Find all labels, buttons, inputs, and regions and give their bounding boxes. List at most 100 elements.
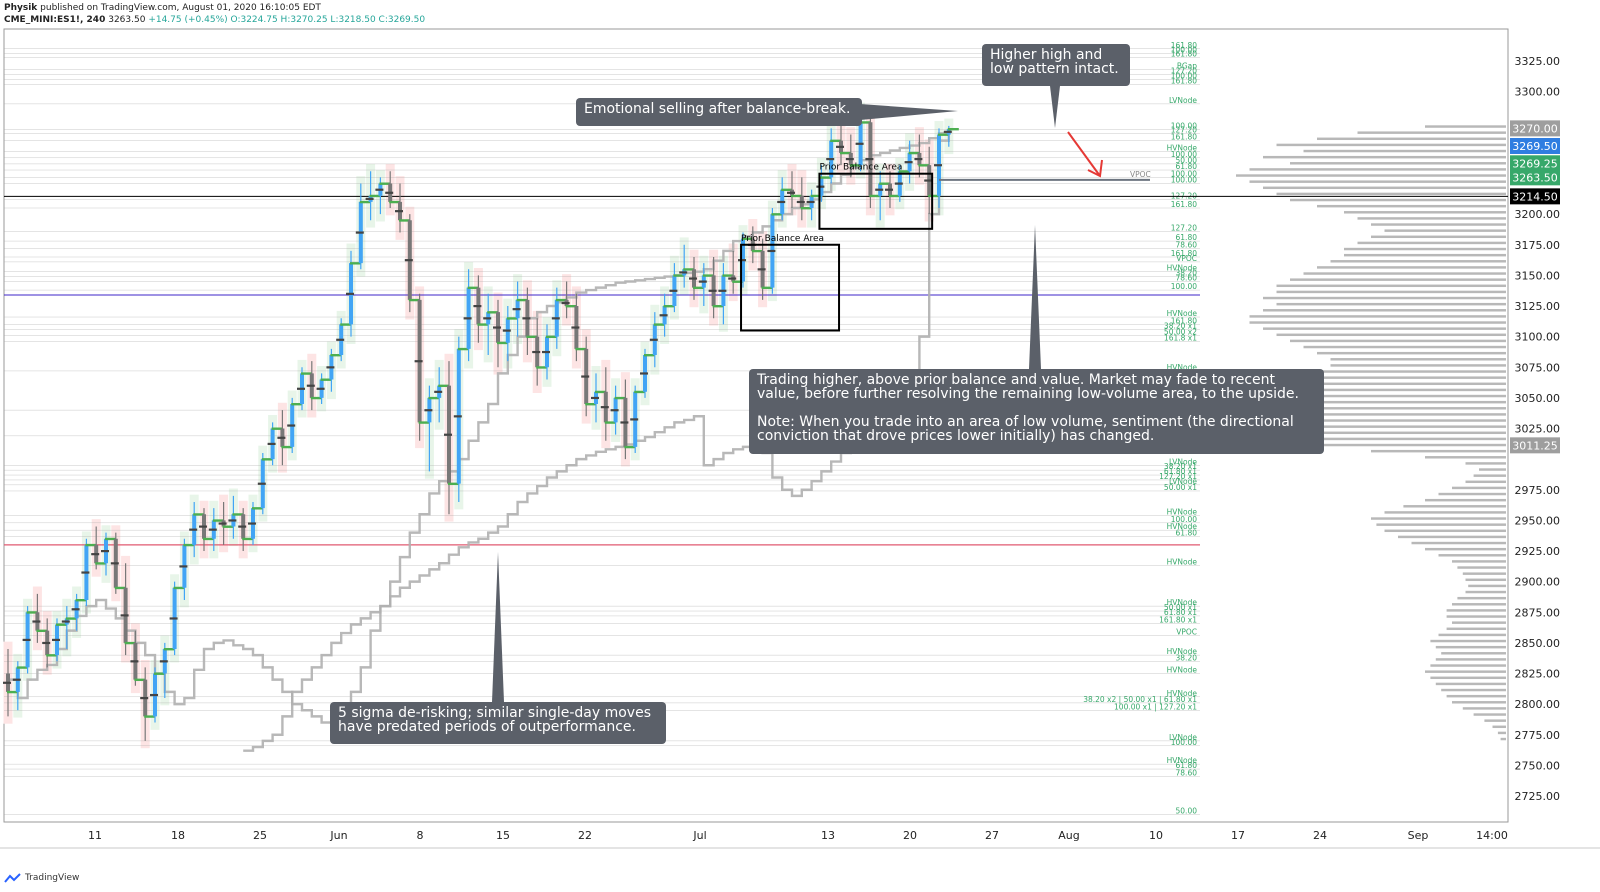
vwap-tick-68 [669,289,678,292]
publisher-name[interactable]: Physik [4,3,38,13]
volume-profile-bar-10 [1263,186,1506,190]
volume-profile-bar-41 [1303,376,1506,379]
level-label-23: VPOC [1176,254,1197,263]
level-label-58: LVNode [1169,733,1197,742]
vwap-tick-34 [336,338,345,341]
vwap-tick-49 [483,317,492,320]
vwap-tick-37 [365,197,374,201]
volume-profile-bar-19 [1357,241,1506,245]
volume-profile-bar-84 [1430,639,1506,643]
close-tick-63 [624,445,636,449]
volume-profile-bar-56 [1479,468,1506,471]
x-tick-label-1: 18 [171,829,185,842]
symbol-name[interactable]: CME_MINI:ES1!, 240 [4,15,106,25]
volume-profile-bar-24 [1303,272,1506,275]
level-label-28: HVNode [1167,309,1198,318]
volume-profile-bar-46 [1263,407,1506,410]
volume-profile-bar-17 [1384,229,1506,232]
close-tick-61 [604,421,616,424]
volume-profile-bar-66 [1384,529,1506,533]
vwap-tick-54 [532,350,541,354]
close-tick-89 [879,182,891,185]
close-tick-33 [330,354,342,357]
vwap-tick-81 [796,200,805,204]
volume-profile-bar-59 [1452,486,1506,490]
price-label-0: 3270.00 [1512,122,1558,135]
volume-profile-bar-0 [1425,125,1506,128]
close-tick-95 [938,133,949,136]
close-tick-55 [546,335,557,339]
close-tick-52 [516,298,528,302]
close-tick-26 [261,458,273,461]
close-tick-94 [928,194,940,198]
close-tick-25 [252,507,263,510]
callout-five-sigma: 5 sigma de-risking; similar single-day m… [330,702,666,744]
y-tick-label-5: 3200.00 [1515,208,1561,221]
close-tick-35 [350,262,361,265]
y-tick-label-7: 3150.00 [1515,269,1561,282]
price-label-bg-2 [1510,155,1560,172]
vwap-tick-80 [787,191,795,194]
volume-profile-bar-79 [1446,609,1506,612]
vwap-tick-40 [395,210,403,213]
vwap-tick-61 [600,406,609,409]
close-tick-28 [281,445,293,449]
close-tick-22 [222,525,234,528]
y-tick-label-19: 2850.00 [1515,637,1561,650]
close-tick-60 [595,390,606,394]
close-tick-88 [869,194,881,198]
close-tick-49 [487,311,499,314]
vwap-tick-77 [757,268,766,271]
level-label-25: 38.20 [1176,269,1198,278]
vwap-tick-44 [434,390,443,393]
close-tick-65 [644,354,655,357]
close-tick-15 [154,672,165,675]
pointer-higher-high [1050,86,1060,128]
close-tick-30 [301,372,312,375]
y-tick-label-11: 3050.00 [1515,392,1561,405]
y-tick-label-24: 2725.00 [1515,790,1561,803]
close-tick-6 [65,617,77,620]
vwap-tick-67 [659,314,668,317]
y-tick-label-8: 3125.00 [1515,300,1561,313]
footer-brand[interactable]: TradingView [25,873,80,883]
vwap-tick-91 [894,182,903,185]
volume-profile-bar-31 [1249,315,1506,318]
close-tick-29 [291,403,303,406]
volume-profile-bar-70 [1438,554,1506,557]
volume-profile-bar-96 [1473,713,1506,716]
level-label-37: 38.20 x1 [1164,462,1197,471]
pointer-five-sigma [492,552,504,702]
y-tick-label-1: 3300.00 [1515,86,1561,99]
balance-label-2: Prior Balance Area [819,163,902,173]
volume-profile-bar-71 [1452,560,1506,563]
volume-profile-bar-77 [1457,596,1506,600]
volume-profile-bar-36 [1303,345,1506,349]
vwap-tick-30 [297,387,305,390]
vwap-tick-0 [3,681,11,684]
close-tick-9 [95,562,107,565]
level-label-61: 61.80 [1176,761,1198,770]
close-tick-71 [702,274,714,277]
callout-higher-high: Higher high and low pattern intact. [982,44,1130,86]
close-tick-2 [26,611,38,614]
volume-profile-bar-92 [1441,688,1506,692]
volume-profile-bar-63 [1384,511,1506,514]
close-tick-13 [134,678,146,682]
close-tick-41 [408,298,420,302]
vwap-tick-50 [493,326,501,329]
level-label-14: 61.80 [1176,162,1198,171]
level-label-51: VPOC [1176,628,1197,637]
vwap-tick-9 [91,553,100,556]
close-tick-67 [663,305,675,308]
volume-profile-bar-22 [1330,260,1506,263]
vwap-tick-70 [689,277,697,280]
close-tick-40 [399,219,410,222]
close-tick-92 [908,151,920,155]
volume-profile-bar-69 [1425,547,1506,551]
y-tick-label-12: 3025.00 [1515,423,1561,436]
level-label-27: 100.00 [1171,282,1197,291]
volume-profile-bar-75 [1468,584,1506,588]
volume-profile-bar-52 [1317,443,1506,447]
